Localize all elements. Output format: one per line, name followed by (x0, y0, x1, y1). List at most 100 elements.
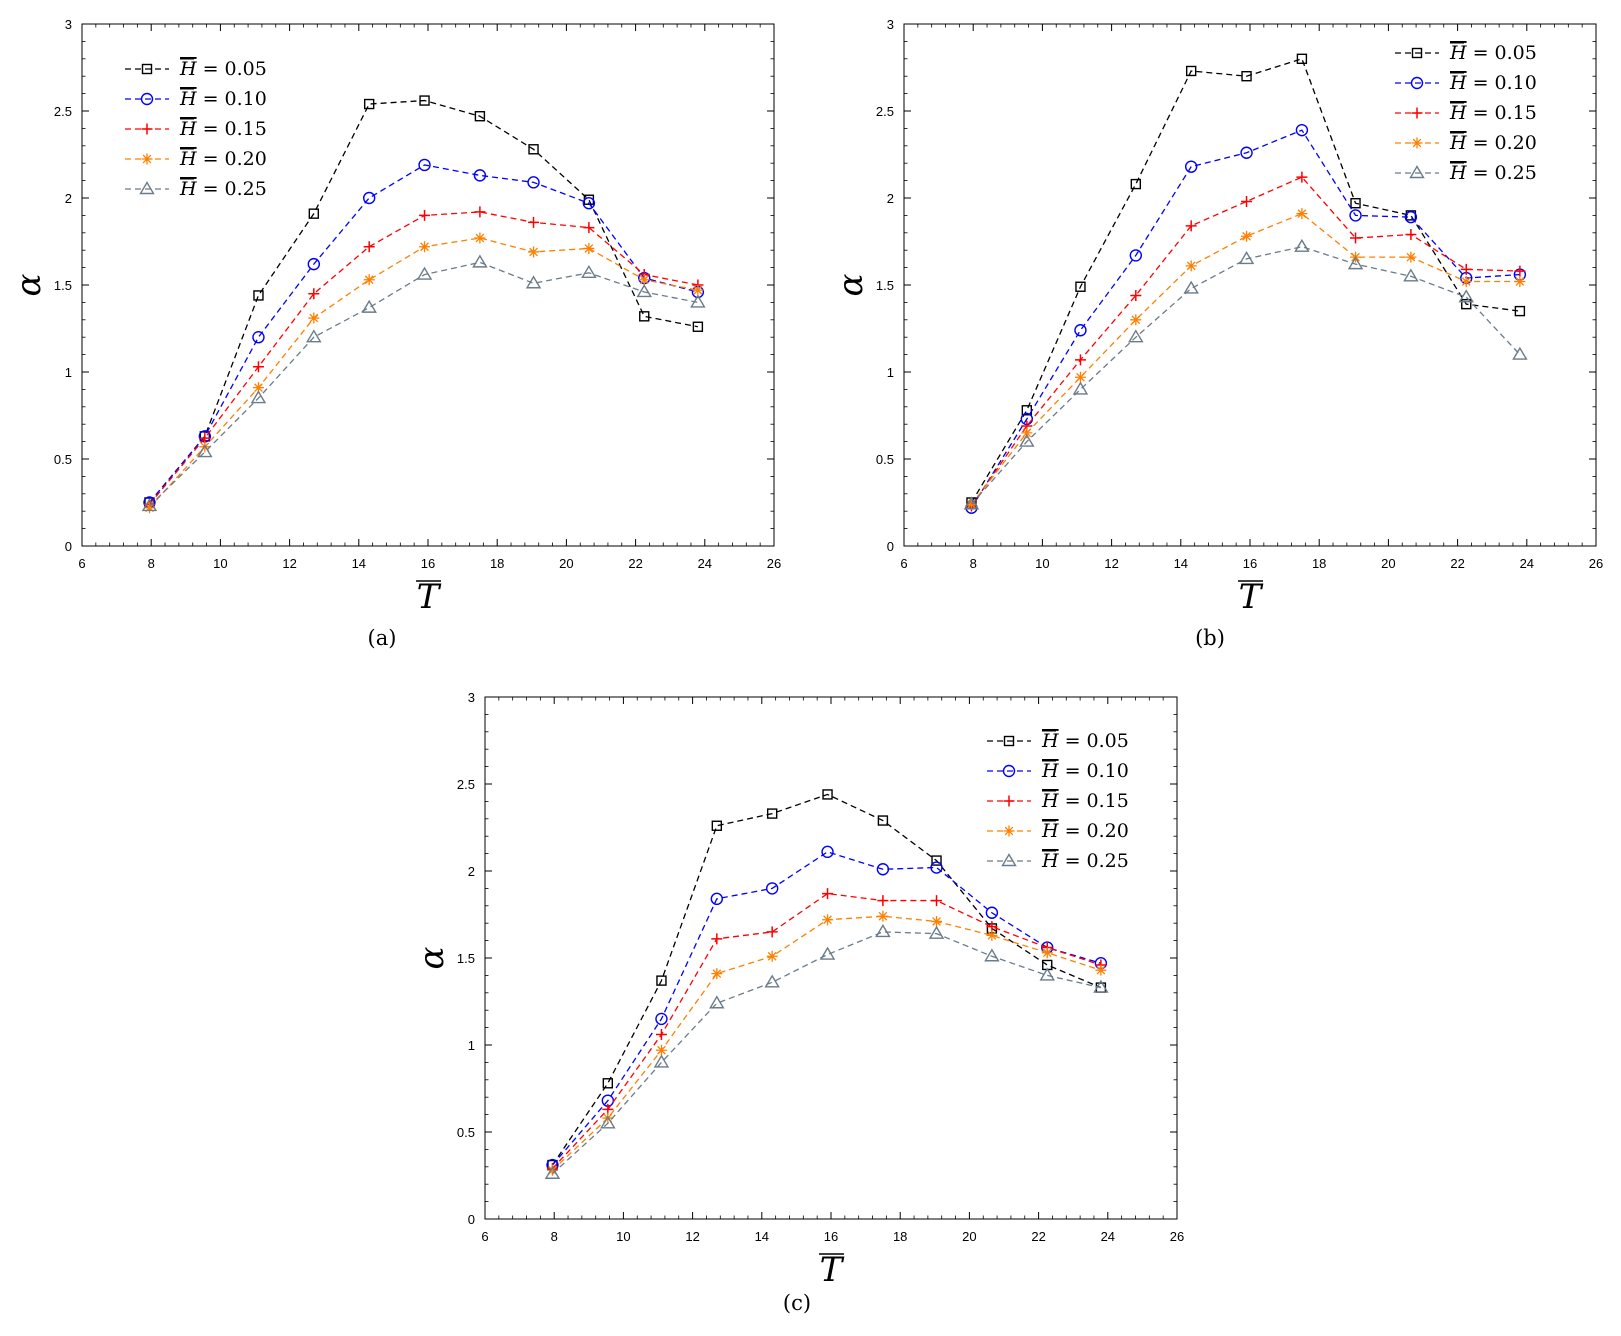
y-tick-label: 0.5 (457, 1125, 475, 1140)
x-tick-label: 12 (1104, 556, 1118, 571)
data-point (527, 176, 540, 189)
data-point (1512, 346, 1528, 360)
x-tick-label: 26 (1170, 1229, 1184, 1244)
legend-equals: = (1065, 850, 1087, 872)
legend-symbol: H (1449, 102, 1467, 124)
data-point (1185, 220, 1197, 232)
data-point (655, 1044, 667, 1056)
data-point (692, 284, 704, 296)
y-tick-label: 2.5 (54, 104, 72, 119)
legend-value: 0.25 (1087, 850, 1129, 872)
data-point (1295, 123, 1309, 137)
legend-label: H = 0.05 (179, 58, 267, 80)
x-tick-label: 14 (755, 1229, 769, 1244)
data-point (1072, 381, 1089, 395)
series-line (149, 261, 699, 507)
data-point (602, 1078, 614, 1089)
panel-caption: (b) (1195, 626, 1225, 650)
data-point (1185, 65, 1197, 77)
y-tick-label: 0.5 (876, 452, 894, 467)
data-point (544, 1165, 561, 1179)
data-point (822, 789, 833, 800)
data-point (1130, 314, 1142, 326)
data-point (363, 274, 375, 286)
y-tick-label: 2 (65, 191, 72, 206)
x-axis-label: T (820, 1250, 845, 1290)
legend-equals: = (1473, 162, 1495, 184)
y-tick-label: 0 (887, 539, 894, 554)
data-point (928, 925, 945, 939)
data-point (1130, 289, 1142, 301)
data-point (1093, 979, 1109, 993)
legend-symbol: H (1449, 42, 1467, 64)
legend-marker (1409, 165, 1425, 179)
x-tick-label: 14 (1174, 556, 1188, 571)
data-point (546, 1164, 558, 1176)
legend-label: H = 0.15 (1041, 790, 1129, 812)
data-point (419, 95, 430, 106)
data-point (252, 331, 265, 344)
legend-value: 0.20 (1087, 820, 1129, 842)
y-axis-label: α (412, 946, 452, 969)
data-point (877, 895, 889, 907)
legend-equals: = (203, 118, 225, 140)
legend-label: H = 0.20 (1449, 132, 1537, 154)
legend-equals: = (1065, 730, 1087, 752)
x-tick-label: 6 (78, 556, 85, 571)
legend-symbol: H (1041, 820, 1059, 842)
x-tick-label: 16 (421, 556, 435, 571)
data-point (1241, 195, 1253, 207)
series-0.25 (141, 254, 706, 512)
data-point (653, 1054, 670, 1068)
data-point (252, 361, 264, 373)
legend-value: 0.25 (225, 178, 267, 200)
series-line (970, 212, 1520, 505)
data-point (1238, 251, 1255, 265)
y-tick-label: 2.5 (876, 104, 894, 119)
legend-label: H = 0.25 (1449, 162, 1537, 184)
data-point (1350, 198, 1361, 209)
series-0.10 (965, 123, 1527, 514)
data-point (875, 924, 891, 938)
data-point (638, 274, 650, 286)
legend-marker (141, 153, 153, 165)
legend-label: H = 0.10 (1041, 760, 1129, 782)
data-point (1405, 229, 1417, 241)
panel-caption: (a) (368, 626, 397, 650)
x-tick-label: 22 (628, 556, 642, 571)
data-point (985, 906, 999, 919)
data-point (583, 222, 595, 234)
data-point (656, 975, 667, 986)
data-point (143, 502, 155, 514)
data-point (1404, 210, 1418, 224)
legend-symbol: H (179, 178, 197, 200)
y-tick-label: 2 (468, 864, 475, 879)
data-point (1041, 947, 1053, 959)
data-point (419, 241, 431, 253)
data-point (473, 169, 487, 182)
data-point (819, 946, 836, 960)
data-point (1349, 209, 1362, 222)
y-tick-label: 2.5 (457, 777, 475, 792)
plot-frame (903, 23, 1597, 547)
data-point (197, 444, 213, 458)
data-point (1074, 354, 1086, 366)
legend-value: 0.15 (1495, 102, 1537, 124)
data-point (876, 863, 890, 876)
x-tick-label: 8 (970, 556, 977, 571)
legend-symbol: H (179, 148, 197, 170)
y-tick-label: 0 (468, 1212, 475, 1227)
data-point (877, 815, 889, 826)
data-point (1241, 70, 1252, 82)
y-tick-label: 1.5 (54, 278, 72, 293)
chart-panel-a: 6 8 10 12 14 16 18 20 22 24 26 0 0.5 1 1.5 2 2.5 3 α T H = 0.… (9, 17, 781, 650)
data-point (1405, 251, 1417, 263)
data-point (1074, 371, 1086, 383)
data-point (765, 882, 779, 895)
x-tick-label: 8 (148, 556, 155, 571)
data-point (416, 266, 433, 280)
data-point (253, 290, 264, 301)
legend-symbol: H (1449, 132, 1467, 154)
data-point (1460, 276, 1472, 288)
series-line (148, 99, 699, 503)
